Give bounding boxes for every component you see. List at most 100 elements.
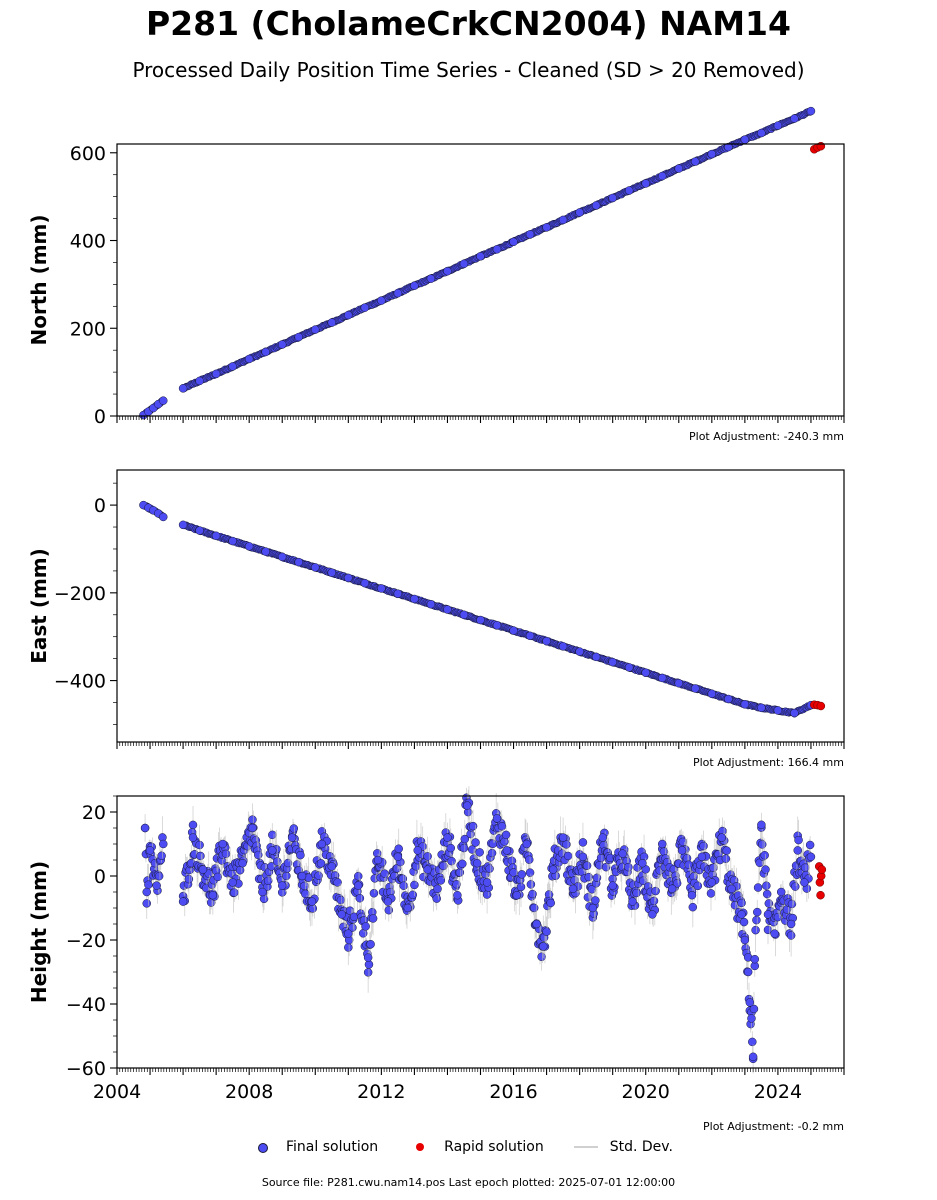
data-point	[244, 354, 254, 364]
data-point	[482, 878, 492, 887]
y-tick-label: 0	[94, 866, 106, 888]
data-point	[691, 684, 700, 693]
data-point	[509, 237, 518, 247]
data-point	[790, 708, 799, 718]
data-point	[268, 830, 277, 840]
data-point	[297, 871, 307, 881]
data-point	[333, 878, 342, 887]
panel-0-ylabel: North (mm)	[27, 214, 51, 345]
data-point	[423, 865, 432, 874]
data-point	[786, 931, 796, 940]
data-point	[776, 887, 786, 897]
data-point	[327, 318, 337, 327]
data-point	[641, 179, 650, 188]
data-point	[638, 858, 647, 868]
data-point	[218, 839, 227, 849]
data-point	[244, 542, 254, 551]
data-point	[588, 903, 598, 913]
data-point	[537, 952, 546, 962]
data-point	[159, 512, 168, 522]
data-point	[159, 396, 168, 405]
stddev-line-icon	[573, 1140, 598, 1154]
data-point	[188, 820, 198, 830]
data-point	[353, 881, 363, 890]
data-point	[311, 563, 320, 572]
data-point	[608, 657, 617, 667]
y-tick-label: −40	[66, 994, 106, 1016]
data-point	[208, 890, 218, 900]
data-point	[433, 884, 442, 894]
data-point	[363, 968, 373, 977]
data-point	[770, 929, 779, 938]
data-point	[492, 814, 502, 823]
data-point	[745, 998, 755, 1007]
data-point	[492, 621, 502, 630]
legend-item-final: Final solution	[250, 1139, 378, 1155]
data-point	[307, 897, 317, 906]
data-point	[439, 861, 448, 871]
data-point	[763, 910, 773, 919]
data-point	[760, 851, 769, 860]
legend-label-rapid: Rapid solution	[444, 1139, 544, 1155]
data-point	[786, 919, 796, 929]
data-point	[488, 839, 498, 848]
data-point	[311, 325, 320, 334]
data-point	[426, 599, 436, 609]
data-point	[196, 851, 205, 861]
data-point	[522, 839, 532, 849]
data-point	[459, 843, 469, 853]
data-point	[228, 362, 237, 371]
rapid-point	[816, 701, 826, 711]
data-point	[501, 830, 511, 840]
data-point	[447, 856, 456, 866]
data-point	[403, 903, 413, 913]
data-point	[707, 878, 717, 887]
data-point	[294, 332, 303, 342]
x-tick-label: 2012	[357, 1081, 405, 1103]
data-point	[221, 849, 231, 859]
data-point	[142, 899, 151, 908]
data-point	[230, 888, 239, 897]
panel-1-points	[139, 500, 826, 718]
y-tick-label: 0	[94, 495, 106, 517]
data-point	[408, 890, 418, 900]
data-point	[748, 1037, 757, 1047]
chart-subtitle: Processed Daily Position Time Series - C…	[132, 58, 805, 82]
data-point	[748, 1052, 758, 1062]
y-tick-label: 200	[70, 318, 106, 340]
data-point	[152, 881, 161, 890]
data-point	[453, 890, 462, 900]
data-point	[753, 907, 762, 917]
rapid-marker-icon	[408, 1140, 432, 1154]
data-point	[394, 844, 403, 853]
data-point	[413, 846, 422, 855]
data-point	[791, 882, 800, 891]
data-point	[542, 636, 551, 646]
data-point	[526, 880, 536, 889]
data-point	[648, 910, 657, 919]
data-point	[277, 340, 287, 349]
final-marker-icon	[250, 1140, 274, 1154]
data-point	[178, 520, 188, 530]
x-tick-label: 2008	[225, 1081, 273, 1103]
data-point	[475, 848, 484, 857]
data-point	[651, 886, 660, 896]
data-point	[261, 347, 270, 357]
data-point	[628, 897, 637, 906]
data-point	[502, 846, 512, 855]
data-point	[353, 871, 363, 881]
data-point	[426, 274, 436, 283]
data-point	[517, 870, 527, 879]
data-point	[525, 230, 535, 239]
data-point	[301, 889, 310, 899]
data-point	[377, 584, 386, 593]
y-tick-label: −200	[54, 583, 106, 605]
data-point	[558, 833, 568, 842]
data-point	[476, 252, 485, 261]
data-point	[512, 890, 522, 900]
legend-item-stddev: Std. Dev.	[573, 1139, 673, 1155]
data-point	[211, 531, 221, 541]
panel-2-adjustment: Plot Adjustment: -0.2 mm	[703, 1120, 844, 1133]
data-point	[393, 852, 403, 862]
data-point	[399, 881, 408, 890]
